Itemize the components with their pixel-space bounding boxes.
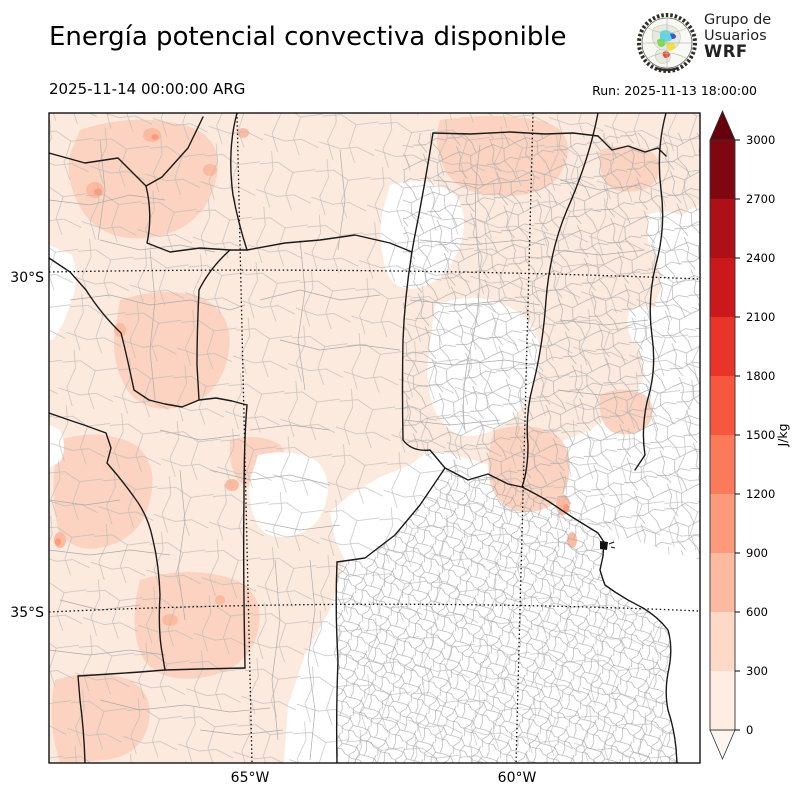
logo-line-2: Usuarios (704, 28, 767, 44)
colorbar-segment-5 (710, 376, 735, 435)
globe-emblem-icon (637, 13, 697, 73)
logo-line-1: Grupo de (704, 12, 772, 28)
map-frame (48, 112, 701, 764)
logo-line-3: WRF (704, 42, 748, 61)
department-borders (49, 139, 649, 761)
colorbar-tick-2700: 2700 (746, 192, 775, 206)
colorbar-segment-2 (710, 553, 735, 612)
run-time-label: Run: 2025-11-13 18:00:00 (592, 83, 757, 98)
colorbar-segment-9 (710, 140, 735, 199)
wrf-users-group-logo: Grupo de Usuarios WRF (634, 10, 794, 76)
colorbar-tick-600: 600 (746, 605, 768, 619)
colorbar-tick-marks (735, 139, 740, 731)
colorbar-tick-1500: 1500 (746, 428, 775, 442)
colorbar-tick-1200: 1200 (746, 487, 775, 501)
xaxis-label-65W: 65°W (231, 770, 270, 786)
valid-time-label: 2025-11-14 00:00:00 ARG (49, 80, 246, 98)
province-borders (49, 113, 678, 763)
colorbar-tick-900: 900 (746, 546, 768, 560)
xaxis-label-60W: 60°W (498, 770, 537, 786)
colorbar-tick-3000: 3000 (746, 133, 775, 147)
colorbar-tick-2100: 2100 (746, 310, 775, 324)
buenos-aires-city-mark (600, 541, 608, 550)
departments-texture-buenos-aires (337, 468, 678, 763)
colorbar-tick-2400: 2400 (746, 251, 775, 265)
colorbar-segment-0 (710, 671, 735, 730)
graticule-gridlines (49, 113, 700, 763)
colorbar-over-arrow (709, 109, 736, 141)
page-title: Energía potencial convectiva disponible (49, 22, 567, 52)
logo-text: Grupo de Usuarios WRF (704, 12, 771, 60)
rio-de-la-plata-water (600, 542, 700, 763)
colorbar: 0 300 600 900 1200 1500 1800 2100 2400 2… (709, 109, 790, 761)
colorbar-under-arrow (709, 729, 736, 761)
colorbar-segment-4 (710, 435, 735, 494)
colorbar-segment-3 (710, 494, 735, 553)
colorbar-segment-6 (710, 317, 735, 376)
city-annotation-mark (608, 541, 616, 549)
yaxis-label-30S: 30°S (10, 270, 44, 286)
colorbar-segment-8 (710, 199, 735, 258)
colorbar-unit-label: J/kg (775, 423, 790, 447)
yaxis-label-35S: 35°S (10, 605, 44, 621)
gridline-65W (236, 113, 253, 763)
gridline-60W (515, 113, 534, 763)
colorbar-tick-1800: 1800 (746, 369, 775, 383)
colorbar-segment-7 (710, 258, 735, 317)
colorbar-tick-0: 0 (746, 723, 753, 737)
colorbar-tick-300: 300 (746, 664, 768, 678)
colorbar-segment-1 (710, 612, 735, 671)
